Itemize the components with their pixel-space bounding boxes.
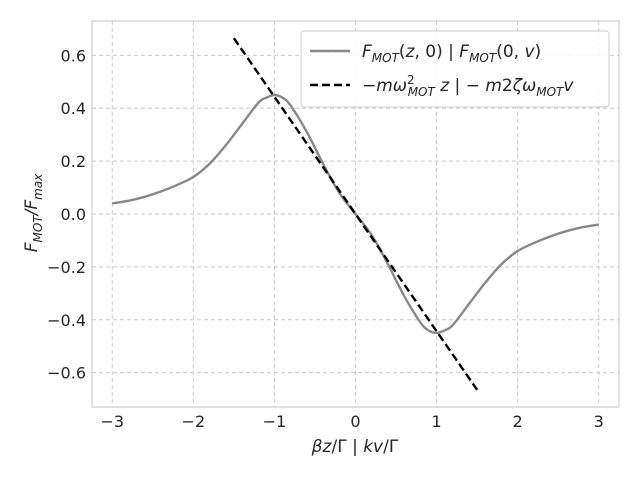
y-tick-label: 0.4 (61, 99, 86, 118)
legend-box (300, 30, 610, 108)
x-axis-ticks: −3 −2 −1 0 1 2 3 (100, 412, 603, 431)
y-tick-label: −0.6 (47, 364, 86, 383)
y-axis-label: FMOT/Fmax (22, 173, 45, 252)
legend-entry-solid: FMOT(z, 0) | FMOT(0, v) (362, 42, 541, 65)
y-tick-label: 0.0 (61, 205, 86, 224)
series-line-solid (112, 93, 599, 335)
x-tick-label: −1 (263, 412, 287, 431)
legend: FMOT(z, 0) | FMOT(0, v) −mω2 MOT z | − m2… (300, 30, 610, 108)
y-tick-label: 0.6 (61, 46, 86, 65)
y-tick-label: −0.4 (47, 311, 86, 330)
x-tick-label: 3 (594, 412, 604, 431)
plot-frame (91, 20, 620, 408)
x-tick-label: −2 (182, 412, 206, 431)
y-axis-ticks: −0.6 −0.4 −0.2 0.0 0.2 0.4 0.6 (47, 46, 86, 382)
x-axis-label: βz/Γ | kv/Γ (311, 437, 399, 457)
series-group (112, 37, 599, 391)
legend-entry-dashed: −mω2 MOT z | − m2ζωMOTv (362, 73, 574, 99)
y-tick-label: 0.2 (61, 152, 86, 171)
x-tick-label: 0 (350, 412, 360, 431)
y-tick-label: −0.2 (47, 258, 86, 277)
x-tick-label: −3 (100, 412, 124, 431)
x-tick-label: 2 (513, 412, 523, 431)
x-tick-label: 1 (431, 412, 441, 431)
